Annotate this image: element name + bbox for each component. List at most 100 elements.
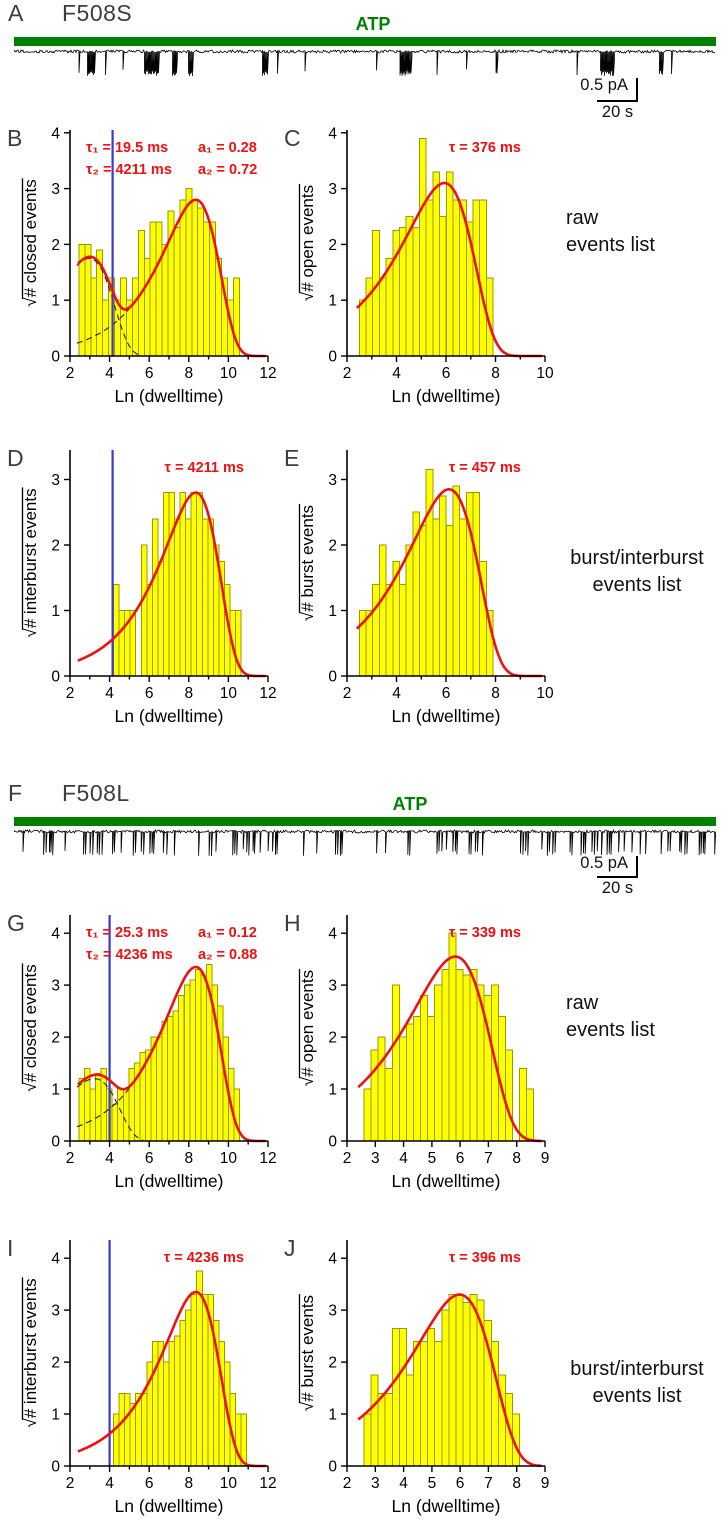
axis-ticks [64, 1257, 269, 1472]
x-tick-label: 10 [220, 1150, 238, 1167]
fit-annotation: τ = 457 ms [449, 460, 521, 476]
y-tick-label: 0 [328, 349, 337, 366]
x-tick-label: 6 [442, 365, 451, 382]
histogram-bar [370, 1049, 379, 1142]
histogram-bar [372, 229, 380, 357]
svg-text:√# burst events: √# burst events [298, 505, 317, 621]
histogram-bar [405, 1023, 414, 1142]
panel-letter-C: C [284, 125, 301, 151]
fit-component-curve [76, 1078, 143, 1141]
x-tick-label: 9 [541, 1475, 550, 1492]
x-tick-label: 4 [399, 1475, 408, 1492]
histogram-bar [118, 609, 126, 677]
axis-ticks [64, 478, 269, 682]
fit-annotation: τ₁ = 19.5 ms a₁ = 0.28 τ₂ = 4211 ms a₂ = 0.… [86, 140, 257, 178]
y-tick-label: 4 [328, 125, 337, 142]
histogram-bar [378, 277, 387, 357]
histogram-bar [504, 1049, 513, 1142]
histogram-C: 2 4 6 8 10 0 1 2 3 4 Ln (dwelltime) √# open events C… [284, 125, 554, 406]
trace-title-F508L: F508L [62, 780, 130, 806]
fit-annotation: τ = 396 ms [449, 1250, 521, 1266]
x-tick-label: 10 [536, 365, 554, 382]
histogram-bars [363, 1294, 521, 1467]
fit-curve [77, 1290, 267, 1468]
y-tick-label: 2 [328, 1355, 337, 1372]
row-label-line: events list [566, 234, 655, 256]
histogram-bar [146, 583, 153, 677]
y-tick-label: 4 [328, 926, 337, 943]
histogram-bar [200, 974, 207, 1142]
x-tick-label: 10 [536, 685, 554, 702]
x-tick-label: 12 [259, 685, 276, 702]
histogram-panel-C: 2 4 6 8 10 0 1 2 3 4 Ln (dwelltime) √# open events C… [283, 118, 597, 418]
histogram-bar [427, 1327, 436, 1467]
trace-line [13, 828, 717, 857]
histogram-bar [161, 243, 169, 357]
histogram-bar [412, 1015, 422, 1142]
fit-annotation: τ₁ = 25.3 ms a₁ = 0.12 τ₂ = 4236 ms a₂ = 0.… [86, 925, 257, 963]
trace-line [13, 48, 716, 77]
y-axis-label: √# interburst events [21, 1277, 40, 1428]
y-tick-label: 0 [51, 349, 60, 366]
histogram-bar [185, 518, 192, 677]
histogram-bar [111, 1104, 119, 1142]
row-label-line: events list [592, 574, 682, 596]
svg-text:√# open events: √# open events [298, 185, 317, 301]
y-axis-label: √# open events [298, 968, 317, 1086]
histogram-bar [425, 469, 434, 677]
histogram-bar [189, 979, 196, 1142]
histogram-bar [398, 583, 407, 677]
histogram-bar [441, 969, 450, 1142]
histogram-bar [168, 1340, 176, 1467]
y-axis-label: √# burst events [298, 1293, 317, 1411]
x-tick-label: 8 [184, 1475, 193, 1492]
histogram-bar [203, 221, 211, 357]
histogram-E: 2 4 6 8 10 0 1 2 3 Ln (dwelltime) √# burst events E… [284, 445, 554, 726]
histogram-bar [207, 518, 214, 677]
histogram-bar [412, 227, 421, 357]
histogram-bar [151, 1340, 159, 1467]
y-tick-label: 0 [51, 1134, 60, 1151]
y-tick-label: 2 [328, 1030, 337, 1047]
y-axis-label: √# open events [298, 183, 317, 301]
fit-annotation-line: τ = 376 ms [449, 140, 521, 156]
x-tick-label: 9 [541, 1150, 550, 1167]
histogram-bar [358, 299, 367, 357]
fit-curve [77, 965, 267, 1143]
fit-annotation: τ = 339 ms [449, 925, 521, 941]
y-tick-label: 3 [328, 181, 337, 198]
histogram-bar [89, 1088, 97, 1142]
x-tick-label: 8 [491, 365, 500, 382]
svg-text:√# interburst events: √# interburst events [21, 488, 40, 637]
fit-annotation-line: a₁ = 0.12 [198, 925, 257, 941]
y-axis-label: √# burst events [298, 503, 317, 621]
x-tick-label: 8 [491, 685, 500, 702]
current-trace [13, 826, 717, 860]
histogram-bar [419, 137, 427, 357]
panel-letter-D: D [7, 445, 24, 471]
histogram-bar [519, 1067, 528, 1142]
x-tick-label: 2 [343, 685, 352, 702]
x-tick-label: 12 [259, 1475, 276, 1492]
histogram-bar [448, 1294, 457, 1467]
trace-title-F508S: F508S [62, 0, 133, 26]
histogram-bars [358, 469, 494, 677]
x-tick-label: 10 [220, 685, 238, 702]
histogram-bar [365, 609, 374, 677]
histogram-bar [412, 1340, 422, 1467]
histogram-bar [140, 1392, 148, 1467]
histogram-bar [190, 492, 198, 677]
current-trace-A [13, 48, 716, 77]
fit-annotation: τ = 4211 ms [165, 460, 244, 476]
scale-bars [597, 856, 638, 878]
histogram-panel-H: 2 3 4 5 6 7 8 9 0 1 2 3 4 Ln (dwelltime) √# open event… [283, 903, 597, 1203]
x-tick-label: 12 [259, 1150, 276, 1167]
y-tick-label: 1 [51, 1407, 60, 1424]
histogram-bar [190, 1294, 198, 1467]
histogram-bar [445, 524, 454, 677]
y-tick-label: 2 [51, 1355, 60, 1372]
histogram-bar [432, 518, 441, 677]
